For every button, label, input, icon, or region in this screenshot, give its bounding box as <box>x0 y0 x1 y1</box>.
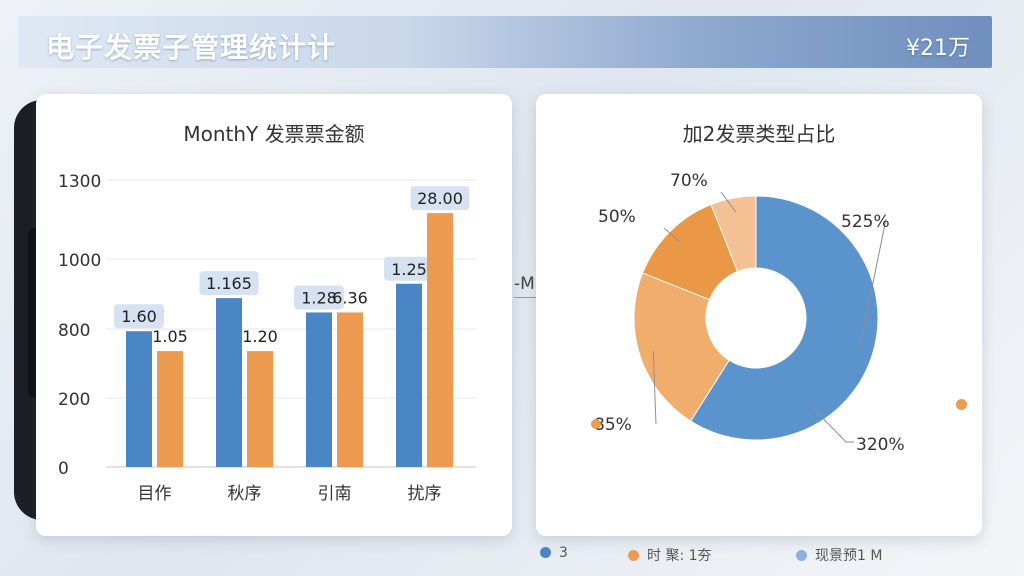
bar-chart: 1300 1000 800 200 0 目作 1.601.05 秋序 1.165 1.20 引南 1.… <box>58 172 476 504</box>
leader-line <box>663 227 680 243</box>
data-label: 1.20 <box>242 327 278 346</box>
x-tick-label: 扰序 <box>408 484 442 504</box>
marker-dot <box>956 399 967 410</box>
legend-swatch-2 <box>628 550 639 561</box>
data-label: 1.60 <box>121 307 157 326</box>
legend-item-2: 时 聚: 1夯 <box>628 545 712 565</box>
donut-chart: 525% 85% 50% 70% 320% <box>591 171 905 455</box>
data-label-box <box>294 285 344 310</box>
bar <box>247 351 273 467</box>
total-amount: ¥21万 <box>906 36 970 61</box>
y-tick-label: 800 <box>58 321 90 341</box>
bar <box>427 213 453 467</box>
floating-label: -M <box>514 274 535 294</box>
bar <box>216 298 242 467</box>
bar <box>396 283 422 467</box>
data-label: 1.05 <box>152 327 188 346</box>
data-label: 1.28 <box>301 288 337 307</box>
leader-line <box>652 351 657 425</box>
donut-chart-card: 加2发票类型占比 525% 85% 50% 70% 320% <box>536 94 982 536</box>
legend-item-3: 现景预1 M <box>796 545 882 565</box>
x-tick-label: 引南 <box>318 484 352 504</box>
slice-label: 50% <box>598 207 636 227</box>
donut-slice <box>710 195 757 273</box>
legend-swatch-1 <box>540 547 551 558</box>
legend-label-1: 3 <box>559 545 568 561</box>
data-label-box <box>384 256 434 281</box>
bar-chart-title: MonthY 发票票金额 <box>183 122 365 146</box>
page-title: 电子发票子管理统计计 <box>46 31 337 64</box>
slice-label: 70% <box>670 171 708 191</box>
donut-slice <box>689 195 879 441</box>
data-label: 1.165 <box>206 274 252 293</box>
legend-label-2: 时 聚: 1夯 <box>647 548 712 564</box>
divider-line <box>514 297 538 298</box>
bar <box>126 331 152 467</box>
legend-swatch-3 <box>796 550 807 561</box>
x-tick-label: 目作 <box>138 484 172 504</box>
data-label: 28.00 <box>417 189 463 208</box>
leader-line <box>720 191 737 213</box>
legend-label-3: 现景预1 M <box>815 548 883 564</box>
data-label: 1.25 <box>391 260 427 279</box>
y-tick-label: 0 <box>58 459 69 479</box>
slice-label: 525% <box>841 212 890 232</box>
legend-item-1: 3 <box>540 545 568 561</box>
y-tick-label: 1000 <box>58 251 101 271</box>
donut-slice <box>633 272 730 422</box>
y-tick-label: 1300 <box>58 172 101 192</box>
slice-label: 85% <box>594 415 632 435</box>
bar <box>306 312 332 467</box>
data-label: 6.36 <box>332 288 368 307</box>
bar <box>337 312 363 467</box>
bar-chart-card: MonthY 发票票金额 1300 1000 800 200 0 目作 1.60 1.05 秋序… <box>36 94 512 536</box>
leader-line <box>859 218 887 349</box>
header-banner: 电子发票子管理统计计 ¥21万 <box>18 16 992 68</box>
marker-dot <box>591 419 601 429</box>
data-label-box <box>410 186 470 211</box>
donut-chart-title: 加2发票类型占比 <box>682 122 836 146</box>
y-tick-label: 200 <box>58 390 90 410</box>
leader-line <box>810 405 854 443</box>
data-label-box <box>114 304 164 329</box>
bar <box>157 351 183 467</box>
x-tick-label: 秋序 <box>228 484 262 504</box>
data-label-box <box>199 271 259 296</box>
slice-label-extra: 320% <box>856 435 905 455</box>
